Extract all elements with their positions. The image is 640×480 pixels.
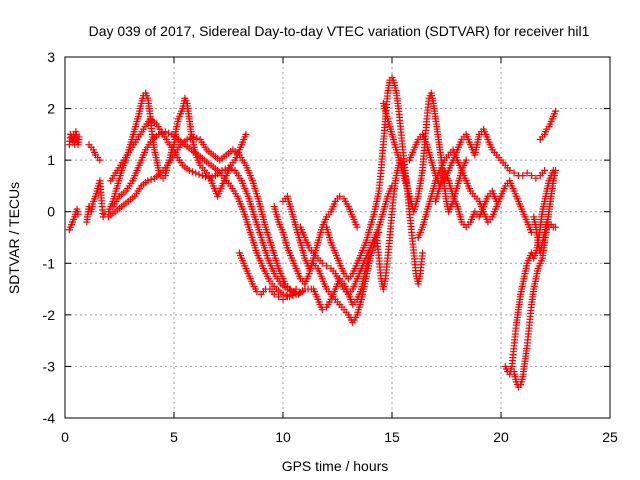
x-tick-label: 25 [602, 429, 618, 445]
data-point [275, 293, 283, 301]
data-point [353, 223, 361, 231]
data-point [493, 197, 501, 205]
data-point [323, 262, 331, 270]
data-point [158, 129, 166, 137]
data-point [144, 177, 152, 185]
data-point [270, 290, 278, 298]
y-tick-label: 3 [47, 49, 55, 65]
data-point [282, 292, 290, 300]
data-series [405, 125, 549, 190]
data-point [532, 174, 540, 182]
y-tick-label: 0 [47, 204, 55, 220]
x-tick-label: 5 [170, 429, 178, 445]
data-point [190, 133, 198, 141]
y-tick-label: 1 [47, 152, 55, 168]
y-tick-label: -4 [43, 410, 56, 426]
data-point [528, 172, 536, 180]
data-point [198, 172, 206, 180]
data-series [105, 89, 250, 216]
data-point [242, 130, 250, 138]
data-point [202, 173, 210, 181]
data-series [270, 192, 361, 288]
plot-frame [64, 56, 611, 419]
data-point [205, 174, 213, 182]
data-point [287, 286, 295, 294]
data-point [552, 223, 559, 231]
axis-ticks: 0 5 10 15 20 25 -4 -3 -2 -1 0 1 2 3 [43, 49, 618, 445]
data-point [519, 172, 527, 180]
x-tick-label: 20 [493, 429, 509, 445]
data-point [155, 130, 163, 138]
y-tick-label: 2 [47, 101, 55, 117]
chart-title: Day 039 of 2017, Sidereal Day-to-day VTE… [89, 23, 590, 39]
data-point [208, 173, 216, 181]
data-point [318, 259, 326, 267]
x-tick-label: 0 [61, 429, 69, 445]
data-point [366, 249, 374, 257]
data-point [185, 166, 193, 174]
data-point [147, 175, 155, 183]
data-point [192, 169, 200, 177]
data-point [75, 133, 83, 141]
data-point [295, 289, 303, 297]
data-point [292, 285, 300, 293]
data-series [235, 249, 300, 303]
data-point [225, 164, 232, 172]
data-point [279, 295, 287, 303]
data-series [83, 177, 108, 226]
data-points [65, 74, 559, 391]
data-point [336, 192, 344, 200]
data-point [189, 168, 197, 176]
data-point [228, 165, 236, 173]
data-series [65, 128, 83, 149]
x-tick-label: 10 [275, 429, 291, 445]
data-point [552, 107, 559, 115]
data-point [299, 288, 307, 296]
data-series [432, 166, 501, 231]
y-tick-label: -2 [43, 307, 56, 323]
data-point [541, 166, 549, 174]
data-point [165, 129, 173, 137]
y-axis-label: SDTVAR / TECUs [6, 182, 22, 294]
data-point [552, 166, 559, 174]
x-axis-label: GPS time / hours [282, 458, 389, 474]
data-point [186, 134, 194, 142]
data-point [253, 288, 261, 296]
data-point [419, 249, 427, 257]
data-series [310, 249, 374, 314]
data-series [85, 141, 104, 164]
data-point [183, 136, 191, 144]
data-series [65, 205, 82, 234]
data-point [283, 293, 291, 301]
data-point [161, 128, 169, 136]
data-series [105, 133, 315, 298]
data-point [506, 166, 514, 174]
y-tick-label: -1 [43, 255, 56, 271]
data-series [323, 74, 427, 288]
y-tick-label: -3 [43, 358, 56, 374]
data-point [195, 170, 203, 178]
data-point [523, 169, 531, 177]
data-series [107, 115, 298, 296]
data-point [318, 306, 326, 314]
data-point [289, 292, 297, 300]
data-point [510, 169, 518, 177]
data-point [462, 156, 470, 164]
data-point [221, 165, 229, 173]
data-series [530, 213, 559, 257]
data-point [74, 210, 82, 218]
x-tick-label: 15 [384, 429, 400, 445]
data-point [283, 285, 291, 293]
data-point [100, 210, 108, 218]
data-point [96, 156, 104, 164]
data-series [536, 107, 559, 144]
data-point [193, 134, 201, 142]
